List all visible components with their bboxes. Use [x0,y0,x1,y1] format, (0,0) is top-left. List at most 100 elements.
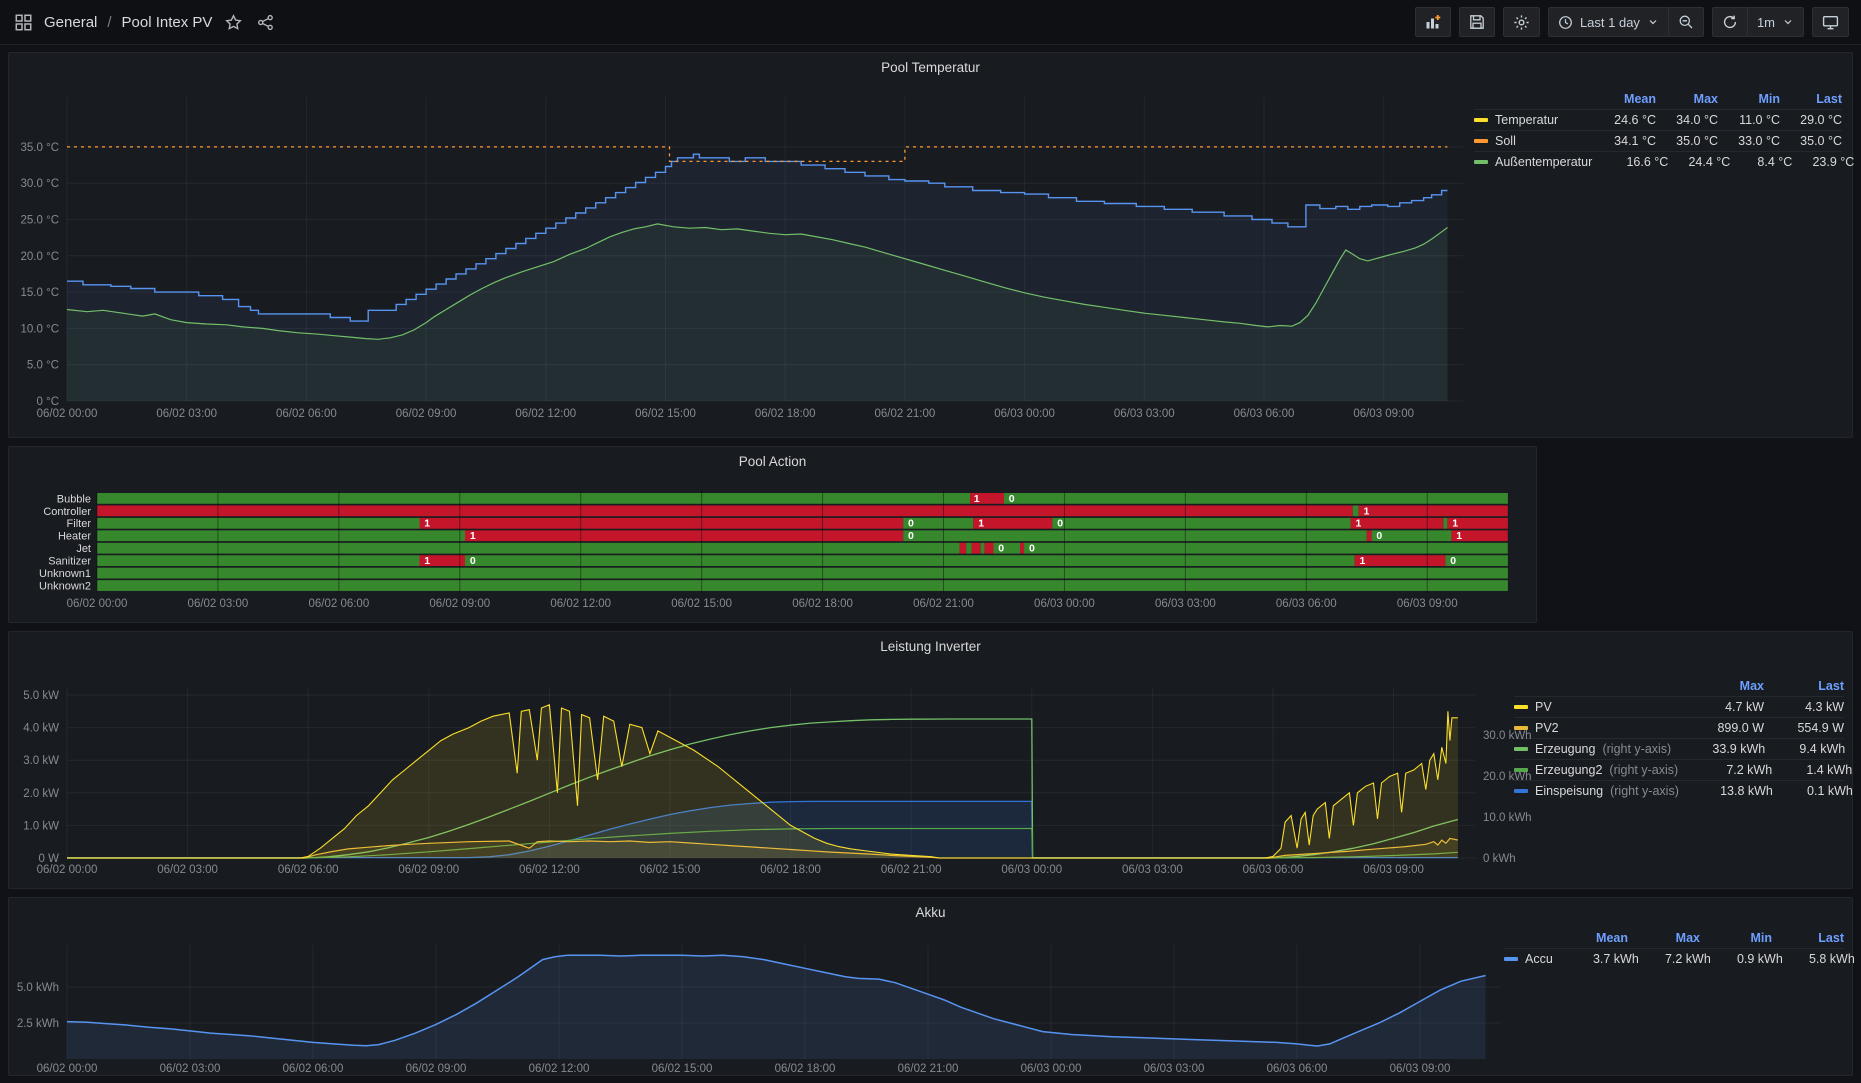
add-panel-button[interactable] [1415,7,1451,37]
timeline-value-label: 0 [1029,543,1035,555]
timeline-segment[interactable] [97,530,465,541]
timeline-segment[interactable] [1351,518,1444,529]
legend-header-min[interactable]: Min [1718,92,1780,106]
legend-header-max[interactable]: Max [1628,931,1700,945]
legend-series-label[interactable]: PV2 [1514,721,1684,735]
timeline-row-label: Filter [67,518,92,530]
refresh-button[interactable] [1712,7,1748,37]
timeline-segment[interactable] [1004,493,1508,504]
x-axis-label: 06/02 12:00 [519,864,580,876]
legend-series-swatch [1514,768,1528,772]
share-icon[interactable] [254,11,276,33]
x-axis-label: 06/03 00:00 [1034,598,1095,610]
x-axis-label: 06/02 06:00 [283,1063,344,1075]
time-range-picker[interactable]: Last 1 day [1548,7,1669,37]
legend-value: 33.9 kWh [1685,742,1765,756]
legend-header-last[interactable]: Last [1772,931,1844,945]
timeline-segment[interactable] [966,543,972,554]
save-icon [1469,14,1485,30]
x-axis-label: 06/02 00:00 [37,1063,98,1075]
x-axis-label: 06/02 18:00 [775,1063,836,1075]
timeline-segment[interactable] [985,543,994,554]
panel-pool-temperatur: Pool Temperatur 35.0 °C30.0 °C25.0 °C20.… [8,52,1853,438]
legend-value: 8.4 °C [1730,155,1792,169]
akku-legend: MeanMaxMinLastAccu3.7 kWh7.2 kWh0.9 kWh5… [1504,928,1844,969]
timeline-segment[interactable] [465,530,903,541]
legend-header-min[interactable]: Min [1700,931,1772,945]
legend-header-max[interactable]: Max [1684,679,1764,693]
legend-header-mean[interactable]: Mean [1556,931,1628,945]
timeline-segment[interactable] [1372,530,1452,541]
timeline-segment[interactable] [1020,543,1024,554]
x-axis-label: 06/03 06:00 [1276,598,1337,610]
legend-value: 3.7 kWh [1567,952,1639,966]
legend-series-label[interactable]: Erzeugung2 (right y-axis) [1514,763,1692,777]
legend-value: 7.2 kWh [1639,952,1711,966]
timeline-value-label: 1 [1456,530,1462,542]
y-axis-label: 5.0 °C [27,360,59,372]
timeline-segment[interactable] [97,493,970,504]
legend-header-last[interactable]: Last [1780,92,1842,106]
legend-row: Soll34.1 °C35.0 °C33.0 °C35.0 °C [1474,130,1842,151]
timeline-segment[interactable] [97,555,420,566]
x-axis-label: 06/02 03:00 [160,1063,221,1075]
timeline-segment[interactable] [972,543,981,554]
akku-chart[interactable]: 5.0 kWh2.5 kWh06/02 00:0006/02 03:0006/0… [9,898,1854,1077]
zoom-out-button[interactable] [1668,7,1704,37]
legend-row: Einspeisung (right y-axis)13.8 kWh0.1 kW… [1514,780,1844,801]
x-axis-label: 06/03 00:00 [994,408,1055,420]
timeline-segment[interactable] [1359,505,1508,516]
legend-value: 23.9 °C [1792,155,1854,169]
legend-series-label[interactable]: Temperatur [1474,113,1594,127]
legend-series-label[interactable]: PV [1514,700,1684,714]
legend-series-label[interactable]: Soll [1474,134,1594,148]
legend-header-last[interactable]: Last [1764,679,1844,693]
legend-series-label[interactable]: Außentemperatur [1474,155,1606,169]
timeline-segment[interactable] [903,530,1367,541]
legend-value: 29.0 °C [1780,113,1842,127]
x-axis-label: 06/02 18:00 [792,598,853,610]
y-axis-label: 25.0 °C [21,215,59,227]
legend-series-label[interactable]: Einspeisung (right y-axis) [1514,784,1693,798]
timeline-segment[interactable] [1355,555,1446,566]
apps-grid-icon[interactable] [12,11,34,33]
timeline-segment[interactable] [97,580,1508,591]
timeline-segment[interactable] [465,555,1355,566]
legend-header-max[interactable]: Max [1656,92,1718,106]
timeline-segment[interactable] [973,518,1052,529]
legend-header-mean[interactable]: Mean [1594,92,1656,106]
timeline-segment[interactable] [1353,505,1359,516]
x-axis-label: 06/02 09:00 [406,1063,467,1075]
timeline-row-label: Heater [58,531,91,543]
dashboard-settings-button[interactable] [1503,7,1540,37]
x-axis-label: 06/02 21:00 [913,598,974,610]
timeline-segment[interactable] [420,518,904,529]
legend-series-label[interactable]: Accu [1504,952,1567,966]
x-axis-label: 06/03 06:00 [1267,1063,1328,1075]
timeline-segment[interactable] [97,568,1508,579]
y-axis-label: 35.0 °C [21,142,59,154]
timeline-value-label: 0 [998,543,1004,555]
timeline-segment[interactable] [1024,543,1508,554]
breadcrumb-folder[interactable]: General [44,14,97,31]
timeline-value-label: 0 [1450,555,1456,567]
refresh-interval-picker[interactable]: 1m [1747,7,1804,37]
timeline-segment[interactable] [97,518,420,529]
timeline-row-label: Sanitizer [48,556,91,568]
x-axis-label: 06/03 00:00 [1021,1063,1082,1075]
timeline-value-label: 1 [1452,518,1458,530]
legend-row: Erzeugung (right y-axis)33.9 kWh9.4 kWh [1514,738,1844,759]
timeline-segment[interactable] [1367,530,1372,541]
x-axis-label: 06/03 06:00 [1243,864,1304,876]
timeline-segment[interactable] [960,543,966,554]
timeline-segment[interactable] [97,543,960,554]
timeline-segment[interactable] [97,505,1353,516]
star-icon[interactable] [222,11,244,33]
legend-series-label[interactable]: Erzeugung (right y-axis) [1514,742,1685,756]
save-dashboard-button[interactable] [1459,7,1495,37]
cycle-view-mode-button[interactable] [1812,7,1849,37]
timeline-segment[interactable] [981,543,985,554]
timeline-segment[interactable] [1443,518,1447,529]
y-axis-label: 5.0 kW [23,690,59,702]
pool-action-chart[interactable]: BubbleControllerFilterHeaterJetSanitizer… [9,447,1538,624]
